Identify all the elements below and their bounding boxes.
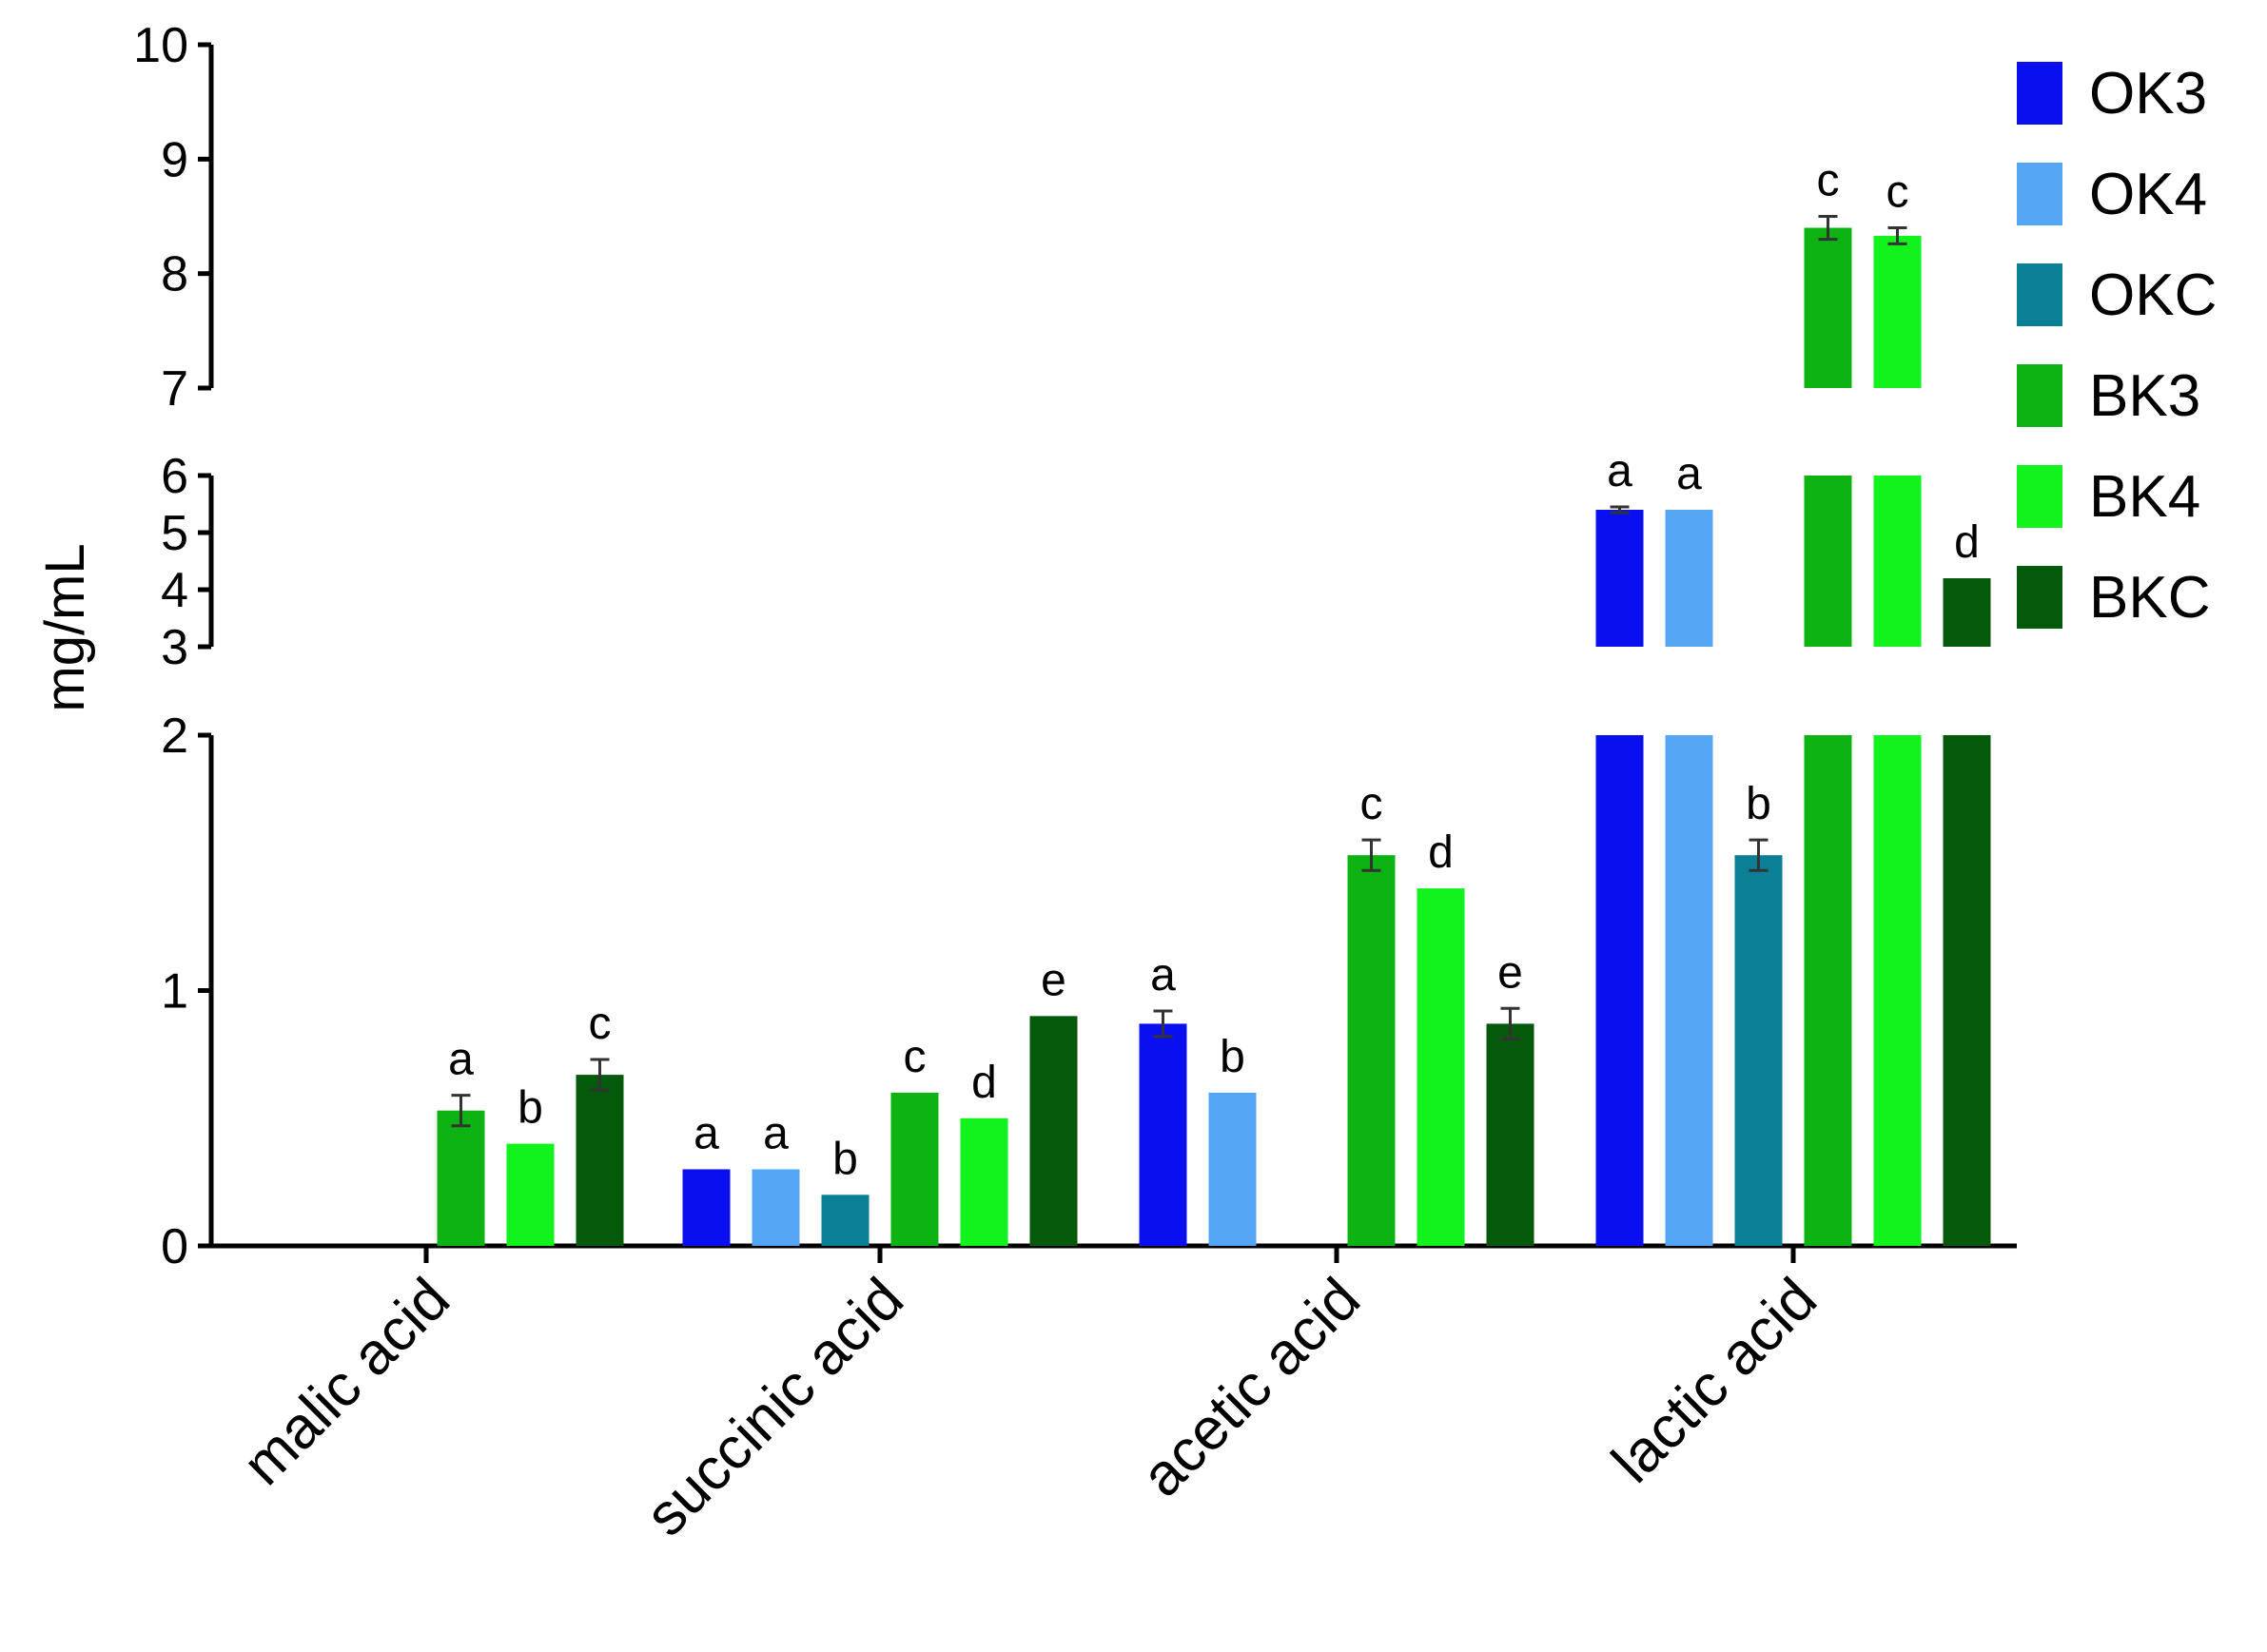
y-tick-label: 9 [161, 132, 188, 187]
significance-letter: a [1676, 449, 1702, 499]
y-tick-label: 3 [161, 620, 188, 675]
bar [752, 1169, 800, 1246]
bar [1595, 510, 1644, 647]
bar [1873, 476, 1922, 647]
legend-label: OK3 [2089, 61, 2207, 126]
bar [1804, 227, 1852, 388]
y-tick-label: 1 [161, 964, 188, 1020]
legend-label: OKC [2089, 262, 2217, 328]
y-tick-label: 5 [161, 506, 188, 561]
x-tick-label: malic acid [230, 1266, 462, 1498]
y-tick-label: 8 [161, 247, 188, 302]
significance-letter: b [1746, 779, 1771, 829]
bar [1804, 735, 1852, 1246]
significance-letter: d [1428, 827, 1454, 878]
bar [1029, 1016, 1078, 1246]
bar [1347, 855, 1396, 1246]
legend-swatch [2017, 62, 2062, 125]
significance-letter: c [1886, 167, 1909, 218]
x-tick-label: succinic acid [634, 1266, 916, 1548]
legend-label: BKC [2089, 565, 2210, 631]
significance-letter: a [448, 1035, 474, 1085]
bar [506, 1143, 555, 1246]
y-tick-label: 2 [161, 709, 188, 764]
bar [1208, 1092, 1257, 1246]
y-tick-label: 6 [161, 449, 188, 504]
significance-letter: b [518, 1083, 543, 1134]
legend-label: BK4 [2089, 464, 2200, 530]
bar [437, 1110, 485, 1246]
bar [682, 1169, 731, 1246]
bar [1804, 476, 1852, 647]
bar [1873, 735, 1922, 1246]
bar [1873, 235, 1922, 388]
bar [821, 1195, 870, 1246]
bar [1139, 1023, 1187, 1246]
bar [1417, 888, 1465, 1246]
legend-label: BK3 [2089, 363, 2200, 429]
significance-letter: a [1150, 950, 1176, 1001]
y-tick-label: 0 [161, 1219, 188, 1274]
bar [1595, 735, 1644, 1246]
significance-letter: c [1817, 156, 1840, 206]
bar [1486, 1023, 1534, 1246]
legend-label: OK4 [2089, 162, 2207, 227]
significance-letter: d [971, 1058, 997, 1108]
y-tick-label: 10 [133, 18, 188, 73]
significance-letter: a [1607, 446, 1632, 496]
significance-letter: d [1954, 517, 1980, 568]
bar [1665, 735, 1713, 1246]
bar [1665, 510, 1713, 647]
significance-letter: a [763, 1108, 789, 1158]
legend-swatch [2017, 364, 2062, 427]
bar [1943, 578, 1991, 647]
bar [960, 1118, 1008, 1246]
bar [1943, 735, 1991, 1246]
significance-letter: c [904, 1032, 927, 1082]
significance-letter: c [589, 999, 612, 1049]
x-tick-label: acetic acid [1129, 1266, 1373, 1509]
legend-swatch [2017, 566, 2062, 629]
legend-swatch [2017, 465, 2062, 528]
legend-swatch [2017, 163, 2062, 225]
y-tick-label: 4 [161, 563, 188, 618]
significance-letter: c [1360, 779, 1383, 829]
x-tick-label: lactic acid [1600, 1266, 1829, 1495]
significance-letter: e [1497, 947, 1523, 998]
significance-letter: a [694, 1108, 719, 1158]
legend-swatch [2017, 263, 2062, 326]
bar [576, 1075, 624, 1246]
bar [1734, 855, 1783, 1246]
y-axis-label: mg/mL [34, 543, 96, 711]
significance-letter: e [1041, 955, 1066, 1005]
significance-letter: b [832, 1134, 858, 1184]
legend: OK3 OK4 OKC BK3 BK4 BKC [2017, 61, 2217, 631]
significance-letter: b [1220, 1032, 1245, 1082]
bar [890, 1092, 939, 1246]
y-tick-label: 7 [161, 361, 188, 417]
